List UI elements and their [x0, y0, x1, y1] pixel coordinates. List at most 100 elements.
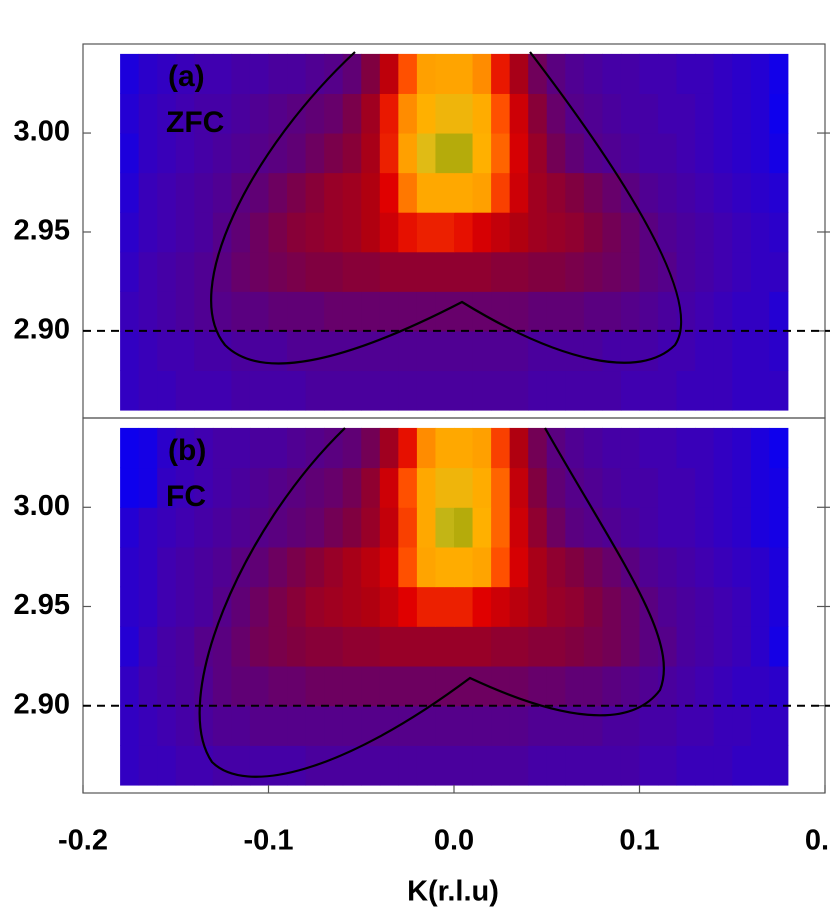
heatmap-cell — [212, 586, 232, 627]
y-tick-label: 2.90 — [14, 314, 70, 346]
heatmap-cell — [138, 626, 158, 667]
heatmap-cell — [361, 93, 381, 134]
heatmap-cell — [398, 212, 418, 253]
heatmap-cell — [231, 546, 251, 588]
heatmap-cell — [342, 291, 362, 332]
panel-annotation: FC — [166, 480, 206, 513]
heatmap-cell — [676, 133, 696, 174]
heatmap-cell — [528, 172, 548, 213]
heatmap-cell — [249, 586, 269, 627]
heatmap-cell — [416, 53, 436, 94]
x-tick-label: -0.1 — [244, 825, 294, 857]
heatmap-cell — [138, 330, 158, 372]
heatmap-cell — [324, 705, 344, 746]
heatmap-cell — [695, 467, 715, 508]
heatmap-cell — [416, 133, 436, 174]
heatmap-cell — [361, 212, 381, 253]
heatmap-cell — [361, 467, 381, 508]
heatmap-cell — [416, 626, 436, 667]
heatmap-cell — [620, 93, 640, 134]
heatmap-cell — [602, 546, 622, 588]
heatmap-cell — [361, 745, 381, 786]
heatmap-cell — [268, 330, 288, 372]
heatmap-cell — [602, 427, 622, 469]
heatmap-cell — [658, 212, 678, 253]
heatmap-cell — [491, 370, 511, 411]
heatmap-cell — [491, 93, 511, 134]
heatmap-cell — [528, 133, 548, 174]
heatmap-cell — [620, 53, 640, 94]
heatmap-cell — [491, 666, 511, 707]
heatmap-cell — [287, 586, 307, 627]
heatmap-cell — [138, 427, 158, 469]
heatmap-cell — [732, 626, 752, 667]
heatmap-cell — [175, 370, 195, 411]
heatmap-cell — [231, 53, 251, 94]
heatmap-cell — [546, 745, 566, 786]
heatmap-cell — [676, 172, 696, 213]
heatmap-cell — [157, 330, 177, 372]
heatmap-cell — [528, 586, 548, 627]
heatmap-cell — [565, 705, 585, 746]
heatmap-cell — [342, 507, 362, 548]
heatmap-cell — [509, 172, 529, 213]
heatmap-cell — [620, 507, 640, 548]
heatmap-cell — [398, 467, 418, 508]
heatmap-cell — [658, 745, 678, 786]
heatmap-cell — [528, 666, 548, 707]
heatmap-cell — [602, 745, 622, 786]
heatmap-cell — [528, 546, 548, 588]
heatmap-cell — [361, 666, 381, 707]
heatmap-cell — [491, 133, 511, 174]
heatmap-cell — [546, 507, 566, 548]
heatmap-cell — [324, 172, 344, 213]
panel-annotation: ZFC — [166, 106, 224, 139]
heatmap-cell — [194, 546, 214, 588]
heatmap-cell — [528, 507, 548, 548]
heatmap-cell — [324, 133, 344, 174]
panel-label: (a) — [168, 60, 205, 93]
heatmap-cell — [138, 745, 158, 786]
heatmap-cell — [472, 212, 492, 253]
heatmap-cell — [620, 467, 640, 508]
heatmap-cell — [639, 467, 659, 508]
heatmap-cell — [120, 330, 140, 372]
heatmap-cell — [639, 626, 659, 667]
heatmap-cell — [565, 212, 585, 253]
heatmap-cell — [713, 467, 733, 508]
heatmap-cell — [528, 467, 548, 508]
heatmap-cell — [157, 93, 177, 134]
heatmap-cell — [713, 330, 733, 372]
heatmap-cell — [639, 212, 659, 253]
heatmap-cell — [435, 212, 455, 253]
heatmap-cell — [138, 53, 158, 94]
heatmap-cell — [732, 172, 752, 213]
heatmap-cell — [713, 745, 733, 786]
heatmap-cell — [602, 212, 622, 253]
heatmap-cell — [676, 705, 696, 746]
heatmap-cell — [658, 133, 678, 174]
heatmap-cell — [231, 745, 251, 786]
x-tick-label: -0.2 — [58, 825, 108, 857]
heatmap-cell — [157, 666, 177, 707]
heatmap-cell — [324, 745, 344, 786]
heatmap-cell — [194, 427, 214, 469]
heatmap-cell — [249, 212, 269, 253]
heatmap-cell — [175, 330, 195, 372]
heatmap-cell — [435, 172, 455, 213]
heatmap-cell — [194, 507, 214, 548]
heatmap-cell — [472, 291, 492, 332]
heatmap-cell — [565, 330, 585, 372]
heatmap-cell — [268, 93, 288, 134]
heatmap-cell — [472, 745, 492, 786]
heatmap-cell — [546, 330, 566, 372]
heatmap-cell — [231, 251, 251, 292]
heatmap-cell — [639, 427, 659, 469]
heatmap-cell — [602, 251, 622, 292]
heatmap-cell — [268, 251, 288, 292]
heatmap-cell — [491, 745, 511, 786]
y-tick-label: 3.00 — [14, 490, 70, 522]
heatmap-cell — [268, 212, 288, 253]
heatmap-cell — [583, 133, 603, 174]
heatmap-cell — [175, 212, 195, 253]
